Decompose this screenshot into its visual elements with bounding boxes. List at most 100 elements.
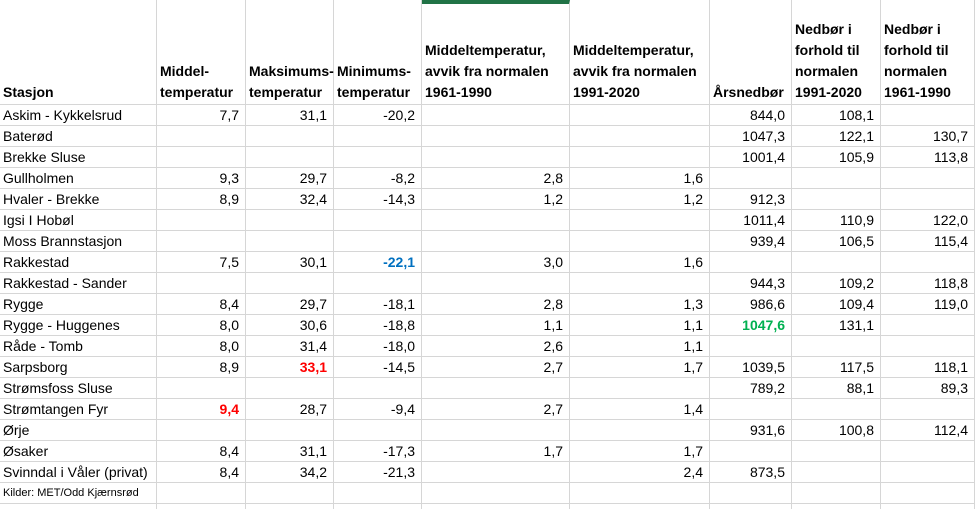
value-cell[interactable]: 1,1: [570, 336, 710, 357]
value-cell[interactable]: 118,8: [881, 273, 975, 294]
value-cell[interactable]: 1,7: [570, 357, 710, 378]
value-cell[interactable]: 9,3: [157, 168, 246, 189]
value-cell[interactable]: [710, 252, 792, 273]
value-cell[interactable]: 29,7: [246, 168, 334, 189]
value-cell[interactable]: [157, 126, 246, 147]
empty-cell[interactable]: [570, 483, 710, 504]
station-cell[interactable]: Sarpsborg: [0, 357, 157, 378]
value-cell[interactable]: [710, 399, 792, 420]
value-cell[interactable]: 1047,6: [710, 315, 792, 336]
value-cell[interactable]: -21,3: [334, 462, 422, 483]
value-cell[interactable]: -14,3: [334, 189, 422, 210]
value-cell[interactable]: 33,1: [246, 357, 334, 378]
value-cell[interactable]: [792, 399, 881, 420]
value-cell[interactable]: [570, 210, 710, 231]
value-cell[interactable]: 130,7: [881, 126, 975, 147]
value-cell[interactable]: 1,7: [422, 441, 570, 462]
value-cell[interactable]: [422, 420, 570, 441]
value-cell[interactable]: -20,2: [334, 105, 422, 126]
value-cell[interactable]: [881, 252, 975, 273]
column-header-5[interactable]: Middeltemperatur, avvik fra normalen 199…: [570, 0, 710, 105]
station-cell[interactable]: Moss Brannstasjon: [0, 231, 157, 252]
value-cell[interactable]: [792, 189, 881, 210]
value-cell[interactable]: [792, 168, 881, 189]
value-cell[interactable]: 7,7: [157, 105, 246, 126]
station-cell[interactable]: Gullholmen: [0, 168, 157, 189]
value-cell[interactable]: [157, 147, 246, 168]
value-cell[interactable]: 109,4: [792, 294, 881, 315]
station-cell[interactable]: Rakkestad: [0, 252, 157, 273]
value-cell[interactable]: [792, 462, 881, 483]
value-cell[interactable]: [570, 105, 710, 126]
value-cell[interactable]: -9,4: [334, 399, 422, 420]
value-cell[interactable]: [422, 462, 570, 483]
value-cell[interactable]: [422, 147, 570, 168]
value-cell[interactable]: 32,4: [246, 189, 334, 210]
value-cell[interactable]: 105,9: [792, 147, 881, 168]
column-header-6[interactable]: Årsnedbør: [710, 0, 792, 105]
empty-cell[interactable]: [157, 483, 246, 504]
value-cell[interactable]: [881, 105, 975, 126]
value-cell[interactable]: 2,4: [570, 462, 710, 483]
value-cell[interactable]: 912,3: [710, 189, 792, 210]
column-header-0[interactable]: Stasjon: [0, 0, 157, 105]
empty-cell[interactable]: [792, 504, 881, 509]
value-cell[interactable]: 31,1: [246, 441, 334, 462]
value-cell[interactable]: 109,2: [792, 273, 881, 294]
value-cell[interactable]: 1,7: [570, 441, 710, 462]
column-header-1[interactable]: Middel- temperatur: [157, 0, 246, 105]
value-cell[interactable]: 8,9: [157, 189, 246, 210]
value-cell[interactable]: [881, 462, 975, 483]
value-cell[interactable]: [710, 168, 792, 189]
value-cell[interactable]: [570, 420, 710, 441]
empty-cell[interactable]: [246, 483, 334, 504]
value-cell[interactable]: -8,2: [334, 168, 422, 189]
value-cell[interactable]: 100,8: [792, 420, 881, 441]
station-cell[interactable]: Svinndal i Våler (privat): [0, 462, 157, 483]
value-cell[interactable]: [246, 420, 334, 441]
empty-cell[interactable]: [246, 504, 334, 509]
value-cell[interactable]: [334, 231, 422, 252]
empty-cell[interactable]: [881, 504, 975, 509]
value-cell[interactable]: [881, 336, 975, 357]
value-cell[interactable]: 1,2: [422, 189, 570, 210]
value-cell[interactable]: 88,1: [792, 378, 881, 399]
value-cell[interactable]: 30,6: [246, 315, 334, 336]
value-cell[interactable]: [334, 273, 422, 294]
value-cell[interactable]: 8,0: [157, 336, 246, 357]
value-cell[interactable]: 8,9: [157, 357, 246, 378]
value-cell[interactable]: -18,8: [334, 315, 422, 336]
value-cell[interactable]: [422, 231, 570, 252]
value-cell[interactable]: [792, 252, 881, 273]
value-cell[interactable]: 113,8: [881, 147, 975, 168]
value-cell[interactable]: [334, 420, 422, 441]
value-cell[interactable]: 1,6: [570, 168, 710, 189]
value-cell[interactable]: 122,1: [792, 126, 881, 147]
value-cell[interactable]: 118,1: [881, 357, 975, 378]
value-cell[interactable]: 110,9: [792, 210, 881, 231]
value-cell[interactable]: 8,4: [157, 294, 246, 315]
value-cell[interactable]: [246, 210, 334, 231]
value-cell[interactable]: [570, 147, 710, 168]
station-cell[interactable]: Hvaler - Brekke: [0, 189, 157, 210]
value-cell[interactable]: [157, 231, 246, 252]
value-cell[interactable]: 115,4: [881, 231, 975, 252]
value-cell[interactable]: [881, 315, 975, 336]
value-cell[interactable]: 9,4: [157, 399, 246, 420]
value-cell[interactable]: [246, 231, 334, 252]
station-cell[interactable]: Strømtangen Fyr: [0, 399, 157, 420]
value-cell[interactable]: [157, 210, 246, 231]
station-cell[interactable]: Rygge: [0, 294, 157, 315]
value-cell[interactable]: 931,6: [710, 420, 792, 441]
value-cell[interactable]: 119,0: [881, 294, 975, 315]
value-cell[interactable]: 8,4: [157, 462, 246, 483]
value-cell[interactable]: 112,4: [881, 420, 975, 441]
value-cell[interactable]: [157, 273, 246, 294]
empty-cell[interactable]: [334, 504, 422, 509]
value-cell[interactable]: 31,1: [246, 105, 334, 126]
empty-cell[interactable]: [570, 504, 710, 509]
value-cell[interactable]: [422, 273, 570, 294]
value-cell[interactable]: 1,1: [570, 315, 710, 336]
value-cell[interactable]: 117,5: [792, 357, 881, 378]
empty-cell[interactable]: [422, 483, 570, 504]
